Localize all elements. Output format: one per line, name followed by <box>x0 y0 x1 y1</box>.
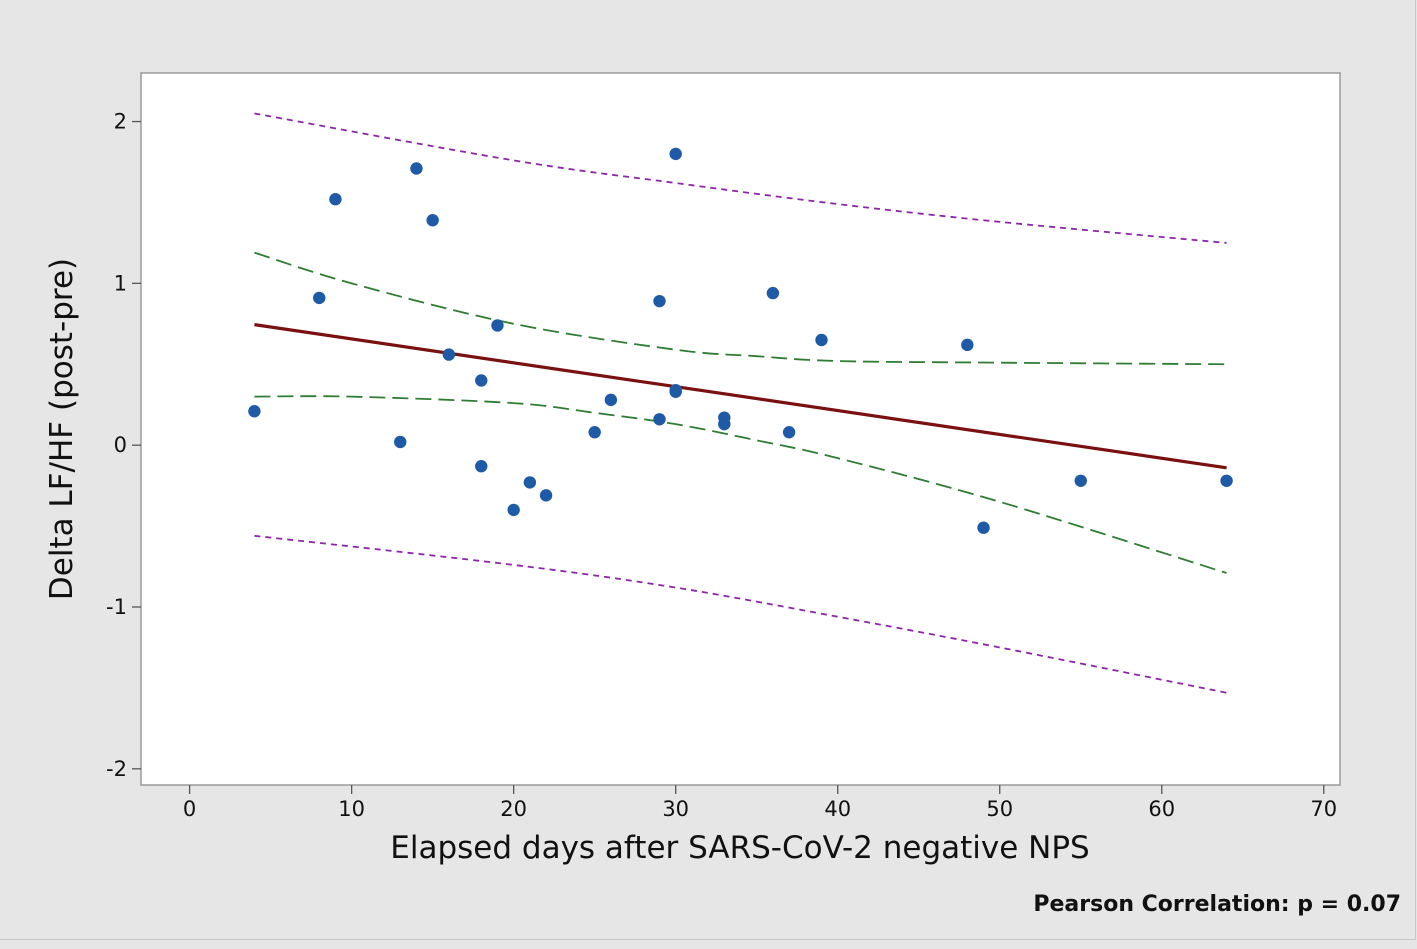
data-point <box>394 435 407 449</box>
x-tick-label: 20 <box>500 797 527 821</box>
x-tick-label: 10 <box>338 797 365 821</box>
data-point <box>475 374 488 387</box>
x-tick-label: 60 <box>1148 797 1175 821</box>
data-point <box>475 460 488 473</box>
data-point <box>961 338 974 352</box>
y-tick-label: -2 <box>106 757 127 781</box>
plot-area <box>140 72 1341 786</box>
data-point <box>977 521 990 534</box>
fit-and-interval-lines <box>254 112 1227 694</box>
data-point <box>313 291 326 305</box>
data-point <box>653 294 666 308</box>
x-tick-label: 30 <box>662 797 689 821</box>
data-point <box>766 286 780 300</box>
data-point <box>442 348 456 361</box>
95-pi-lower-line <box>254 534 1227 694</box>
data-point <box>604 393 618 407</box>
data-point <box>539 489 553 502</box>
data-point <box>248 405 261 418</box>
data-point <box>1220 474 1233 487</box>
regression-fit-line <box>254 323 1227 470</box>
y-tick-label: 2 <box>114 110 127 134</box>
data-point <box>491 319 504 332</box>
data-point <box>718 417 731 431</box>
y-axis-title: Delta LF/HF (post-pre) <box>44 258 80 600</box>
data-point <box>815 333 828 347</box>
data-point <box>523 476 537 489</box>
data-point <box>782 426 796 439</box>
x-tick-label: 50 <box>986 797 1013 821</box>
x-tick-label: 70 <box>1310 797 1337 821</box>
pearson-correlation-note: Pearson Correlation: p = 0.07 <box>1033 892 1401 917</box>
y-axis: -2 -1 0 1 2 <box>106 110 141 781</box>
data-point <box>426 214 439 227</box>
data-point <box>410 162 423 175</box>
95-ci-upper-line <box>254 251 1227 366</box>
data-point <box>588 426 601 439</box>
data-point <box>507 503 520 517</box>
y-tick-label: 0 <box>114 433 127 457</box>
x-axis-title: Elapsed days after SARS-CoV-2 negative N… <box>390 830 1089 866</box>
x-tick-label: 0 <box>183 797 196 821</box>
y-tick-label: -1 <box>106 595 127 619</box>
data-point <box>329 193 342 206</box>
95-ci-lower-line <box>254 395 1227 574</box>
data-points <box>248 147 1233 534</box>
data-point <box>669 383 682 397</box>
data-point <box>653 413 666 426</box>
x-axis: 0 10 20 30 40 50 60 70 <box>183 785 1337 821</box>
data-point <box>1074 474 1087 487</box>
y-tick-label: 1 <box>114 271 127 295</box>
data-point <box>669 147 682 161</box>
x-tick-label: 40 <box>824 797 851 821</box>
